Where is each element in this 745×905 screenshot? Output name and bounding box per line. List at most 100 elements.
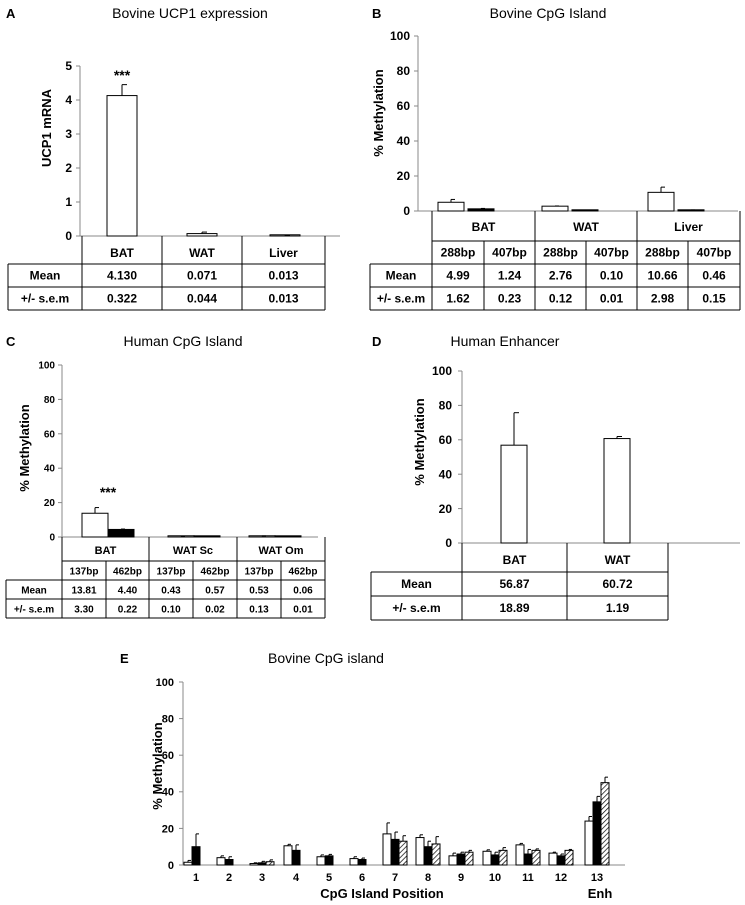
data-table-b: BAT WAT Liver 288bp 407bp 288bp 407bp 288bp 407b… xyxy=(369,211,741,311)
table-cell: 0.46 xyxy=(702,269,726,283)
bar xyxy=(490,854,500,866)
table-cell: 0.06 xyxy=(293,586,313,597)
panel-letter-c: C xyxy=(6,334,16,349)
table-cell: 0.22 xyxy=(118,605,138,616)
table-cell: 0.15 xyxy=(702,292,726,306)
y-tick-label: 3 xyxy=(65,127,72,141)
plot-layer: 0123450204060801000204060801000204060801… xyxy=(38,29,740,884)
y-tick-label: 100 xyxy=(156,677,174,689)
chart-title: Bovine UCP1 expression xyxy=(112,5,268,21)
bar xyxy=(107,528,135,538)
bar xyxy=(257,862,267,866)
bar xyxy=(249,863,259,866)
chart-panel-a: 0 1 2 3 4 5 xyxy=(65,59,340,243)
y-tick-label: 0 xyxy=(168,860,174,872)
table-cell: 0.01 xyxy=(293,605,313,616)
chart-title: Human Enhancer xyxy=(451,333,560,349)
table-header: WAT xyxy=(605,553,631,567)
x-axis-label: CpG Island Position xyxy=(320,886,444,901)
x-axis-label-enh: Enh xyxy=(588,886,613,901)
table-cell: 13.81 xyxy=(71,586,96,597)
y-tick-label: 80 xyxy=(397,64,411,78)
chart-panel-d: 0 20 40 60 80 100 xyxy=(432,364,740,550)
bar xyxy=(191,846,201,866)
bar xyxy=(531,849,541,866)
significance-annotation: *** xyxy=(114,67,131,83)
panel-letter-b: B xyxy=(372,6,381,21)
table-cell: 10.66 xyxy=(647,269,677,283)
y-tick-label: 60 xyxy=(44,429,56,440)
table-cell: 0.02 xyxy=(205,605,225,616)
bar xyxy=(357,859,367,866)
table-row-label: Mean xyxy=(386,269,417,283)
table-layer: BAT WAT Liver Mean 4.130 0.071 0.013 +/- s.e.m 0… xyxy=(5,211,741,621)
y-tick-label: 20 xyxy=(397,169,411,183)
data-table-a: BAT WAT Liver Mean 4.130 0.071 0.013 +/- s.e.m 0… xyxy=(7,236,326,311)
x-tick-label: 4 xyxy=(293,872,300,884)
bar xyxy=(584,820,594,866)
y-tick-label: 80 xyxy=(162,713,174,725)
table-subheader: 288bp xyxy=(543,246,578,260)
table-cell: 0.013 xyxy=(268,292,298,306)
bar xyxy=(603,438,631,544)
bar xyxy=(500,444,528,544)
bar xyxy=(464,851,474,866)
x-tick-label: 1 xyxy=(193,872,199,884)
y-tick-label: 0 xyxy=(403,204,410,218)
bar xyxy=(423,846,433,866)
y-tick-label: 0 xyxy=(445,536,452,550)
x-tick-label: 9 xyxy=(458,872,464,884)
bar xyxy=(556,855,566,866)
bar xyxy=(548,852,558,866)
table-cell: 0.23 xyxy=(498,292,522,306)
bar xyxy=(431,843,441,866)
y-tick-label: 40 xyxy=(162,787,174,799)
y-tick-label: 40 xyxy=(44,464,56,475)
table-group-header: Liver xyxy=(674,220,703,234)
y-tick-label: 0 xyxy=(49,533,55,544)
bar xyxy=(600,782,610,866)
bar xyxy=(349,858,359,866)
y-tick-label: 80 xyxy=(44,395,56,406)
y-axis-label: % Methylation xyxy=(371,69,386,156)
bar xyxy=(523,853,533,866)
bar xyxy=(498,849,508,866)
table-row-label: Mean xyxy=(30,269,61,283)
y-tick-label: 100 xyxy=(390,29,410,43)
chart-title: Bovine CpG Island xyxy=(490,5,607,21)
bar xyxy=(186,233,218,237)
bar xyxy=(415,837,425,866)
table-cell: 0.57 xyxy=(205,586,225,597)
x-tick-label: 7 xyxy=(392,872,398,884)
chart-title: Human CpG Island xyxy=(123,333,242,349)
y-tick-label: 100 xyxy=(38,361,55,372)
table-cell: 60.72 xyxy=(602,577,632,591)
table-row-label: +/- s.e.m xyxy=(21,292,69,306)
y-tick-label: 1 xyxy=(65,195,72,209)
y-tick-label: 60 xyxy=(162,750,174,762)
x-tick-label: 13 xyxy=(591,872,603,884)
table-cell: 18.89 xyxy=(499,601,529,615)
y-axis-label: % Methylation xyxy=(150,722,165,809)
table-row-label: Mean xyxy=(401,577,432,591)
bar xyxy=(81,512,109,538)
table-cell: 1.24 xyxy=(498,269,522,283)
table-subheader: 462bp xyxy=(289,567,318,578)
y-tick-label: 80 xyxy=(439,399,453,413)
x-tick-label: 12 xyxy=(555,872,567,884)
y-axis-label: % Methylation xyxy=(17,404,32,491)
x-tick-label: 3 xyxy=(259,872,265,884)
bar xyxy=(382,833,392,866)
x-tick-label: 2 xyxy=(226,872,232,884)
table-cell: 0.322 xyxy=(107,292,137,306)
table-row-label: +/- s.e.m xyxy=(14,605,54,616)
bar xyxy=(324,855,334,866)
table-header: BAT xyxy=(110,246,134,260)
bar xyxy=(467,208,495,212)
bar xyxy=(448,855,458,866)
y-tick-label: 100 xyxy=(432,364,452,378)
x-tick-label: 6 xyxy=(359,872,365,884)
table-subheader: 288bp xyxy=(645,246,680,260)
table-subheader: 407bp xyxy=(594,246,629,260)
